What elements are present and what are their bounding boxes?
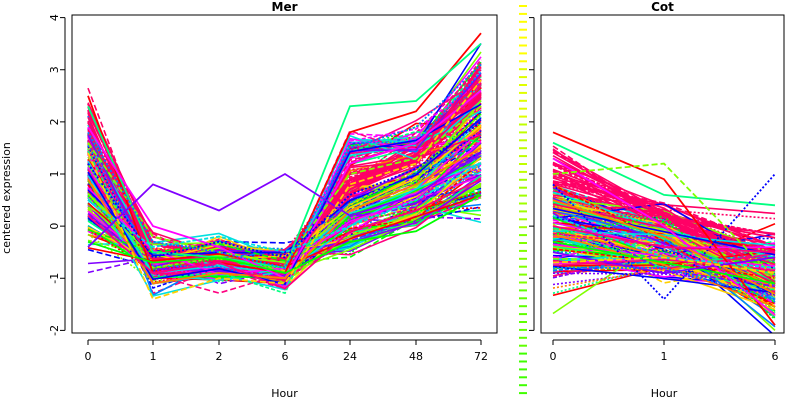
x-tick-label: 6 (282, 350, 289, 363)
panel-mer: Mer 0 1 2 6 24 48 72 Hour -2 -1 0 1 2 3 4 (48, 0, 498, 400)
series-line (87, 121, 482, 259)
series-line-bg (87, 103, 482, 269)
y-tick-label: -1 (48, 273, 61, 284)
series-line (552, 256, 776, 274)
series-line-bg (552, 172, 776, 269)
x-tick-label: 1 (150, 350, 157, 363)
series-line-bg (87, 157, 482, 277)
panel-title: Cot (651, 0, 674, 14)
plot-frame (540, 14, 785, 334)
plot-frame (71, 14, 498, 334)
x-tick-label: 0 (85, 350, 92, 363)
series-line-bg (87, 114, 482, 273)
series-line-bg (552, 180, 776, 247)
y-tick-label: 2 (48, 118, 61, 125)
series-line (553, 266, 776, 300)
series-line-bg (87, 122, 482, 274)
series-line-bg (552, 145, 776, 256)
series-line-bg (552, 172, 776, 279)
series-line (87, 79, 482, 301)
series-line-bg (552, 207, 776, 256)
x-tick-label: 72 (474, 350, 488, 363)
series-line-bg (87, 71, 482, 287)
series-line (87, 162, 482, 254)
series-line (87, 63, 482, 269)
x-tick-label: 24 (343, 350, 357, 363)
x-tick-label: 0 (550, 350, 557, 363)
series-line (87, 147, 482, 285)
x-tick-label: 1 (661, 350, 668, 363)
series-line-bg (87, 130, 482, 295)
series-line (87, 105, 482, 264)
y-tick-label: 1 (48, 171, 61, 178)
series-line (552, 199, 776, 295)
series-line (87, 194, 482, 274)
series-line (552, 240, 776, 285)
series-line (87, 178, 482, 290)
y-tick-label: 4 (48, 14, 61, 21)
series-line-bg (87, 117, 482, 257)
series-line-bg (87, 102, 482, 270)
series-line-bg (552, 200, 776, 282)
series-line-bg (552, 232, 776, 293)
series-line (552, 173, 776, 301)
x-axis-label: Hour (271, 387, 298, 400)
x-tick-label: 2 (216, 350, 223, 363)
series-line (552, 225, 776, 254)
series-line (87, 152, 482, 248)
color-legend-strip (519, 5, 527, 395)
x-tick-label: 6 (772, 350, 779, 363)
panel-title: Mer (272, 0, 298, 14)
x-tick-label: 48 (409, 350, 423, 363)
series-lines (552, 131, 776, 333)
series-line (552, 162, 776, 279)
y-tick-label: 0 (48, 223, 61, 230)
series-line-bg (87, 103, 482, 286)
series-line-bg (552, 182, 776, 220)
series-line-bg (552, 265, 776, 294)
series-line-bg (87, 94, 482, 265)
series-line-bg (552, 270, 776, 297)
series-lines (87, 32, 482, 301)
series-line (552, 251, 776, 274)
series-line (552, 214, 776, 269)
y-axis-label: centered expression (0, 142, 13, 254)
x-axis-label: Hour (651, 387, 678, 400)
series-line-bg (87, 142, 482, 259)
series-line-bg (552, 252, 776, 270)
series-line (552, 157, 776, 316)
series-line-bg (552, 233, 776, 308)
y-tick-label: -2 (48, 325, 61, 336)
series-line (552, 141, 776, 207)
series-line-bg (552, 243, 776, 280)
panel-cot: Cot 0 1 6 Hour (529, 0, 785, 400)
y-tick-label: 3 (48, 66, 61, 73)
